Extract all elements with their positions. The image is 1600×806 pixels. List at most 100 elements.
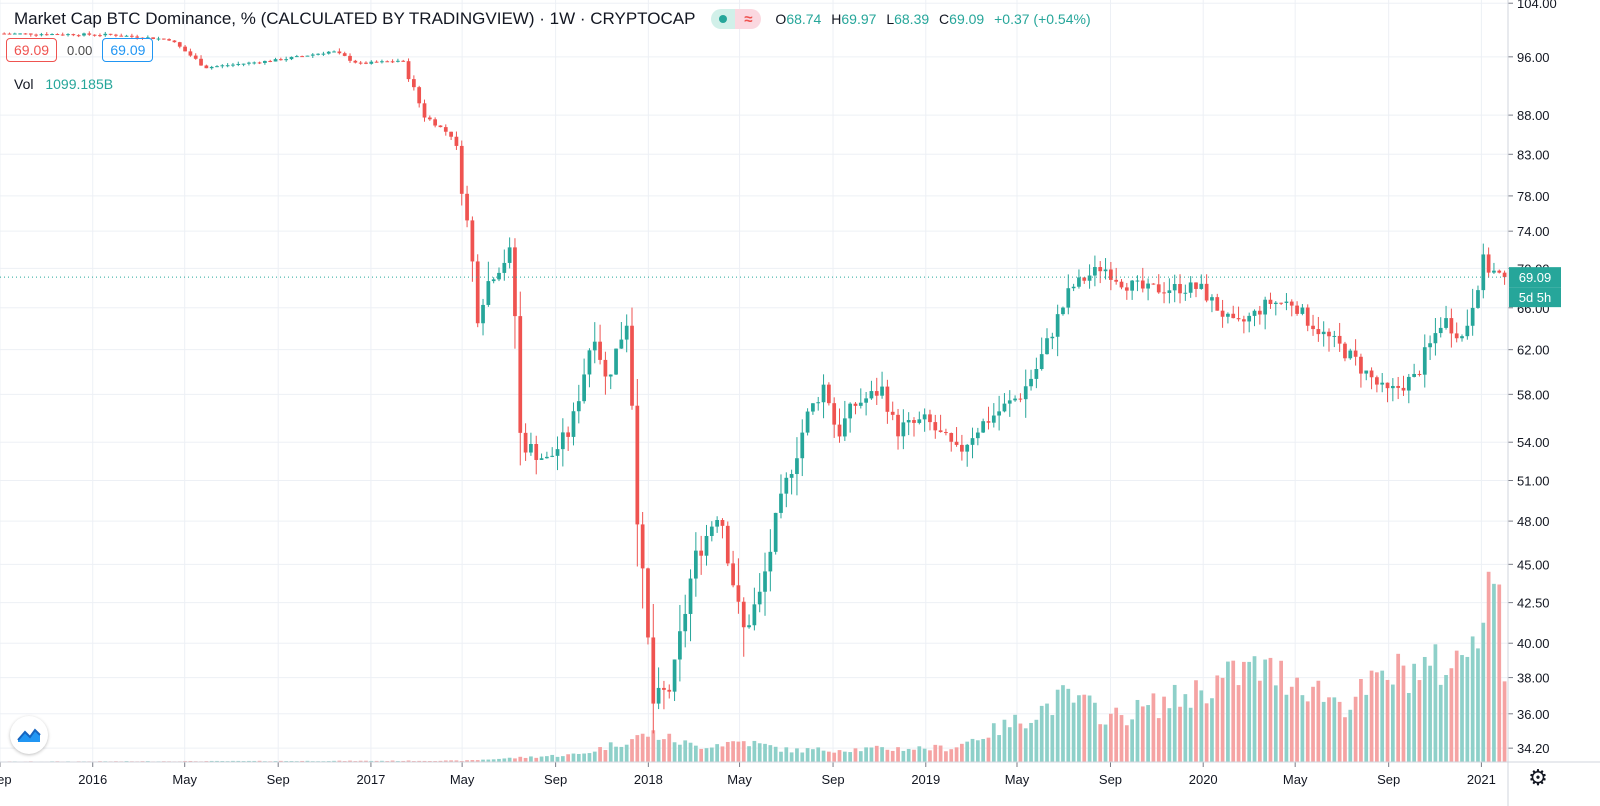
candle-down [1220,310,1225,317]
volume-bar [1183,694,1188,762]
gear-icon[interactable]: ⚙ [1528,765,1548,790]
candle-down [1369,370,1374,378]
symbol-title[interactable]: Market Cap BTC Dominance, % (CALCULATED … [14,9,696,28]
price-tick-label: 96.00 [1517,50,1550,65]
volume-bar [1279,660,1283,762]
volume-bar [1454,650,1459,762]
volume-bar [1438,684,1443,762]
candle-down [667,689,672,692]
volume-bar [842,751,847,762]
candle-down [1449,318,1454,334]
volume-bar [1353,696,1358,762]
volume-bar [1486,571,1491,762]
volume-bar [858,751,863,762]
candle-up [842,418,847,437]
volume-bar [1119,715,1124,762]
candle-up [1406,376,1411,391]
volume-bar [1257,680,1262,762]
volume-bar [1172,684,1177,762]
market-status-pill[interactable]: ≈ [711,9,762,29]
candle-down [1454,333,1459,339]
time-tick-label: 2018 [634,772,663,787]
candle-down [1337,335,1342,344]
candle-up [587,350,592,375]
volume-bar [1417,680,1422,762]
volume-bar [1385,679,1390,762]
candle-up [704,535,709,556]
candle-down [534,444,539,460]
tradingview-logo-icon[interactable] [10,716,48,754]
volume-bar [656,739,661,762]
candle-up [869,391,874,399]
volume-bar [555,756,560,762]
volume-bar [688,742,693,762]
candle-down [513,247,517,317]
candle-down [928,414,932,423]
volume-bar [1263,659,1268,762]
candle-up [715,519,719,527]
candle-up [1465,325,1470,337]
volume-bar [997,735,1001,762]
volume-bar [502,758,507,762]
volume-bar [252,760,257,762]
price-tick-label: 36.00 [1517,707,1550,722]
candle-up [576,401,581,412]
candle-up [901,422,906,437]
candle-up [811,403,815,412]
candle-up [614,348,618,375]
candle-down [986,421,991,423]
volume-bar [1422,656,1427,762]
candle-down [1327,331,1331,337]
volume-bar [672,742,677,762]
volume-bar [917,746,922,762]
candle-down [44,34,49,36]
volume-bar [1412,663,1416,762]
candle-up [789,474,794,478]
candle-down [1018,398,1023,400]
candle-down [651,637,656,704]
candle-up [922,414,927,420]
volume-bar [890,750,895,762]
candle-up [672,659,677,692]
buy-price-button[interactable]: 69.09 [102,38,154,62]
volume-bar [848,752,853,762]
time-tick-label: Sep [267,772,290,787]
volume-bar [247,760,251,762]
volume-bar [725,741,730,762]
volume-bar [1375,672,1379,762]
candle-up [1300,307,1305,314]
candle-down [108,33,113,35]
volume-bar [1247,661,1252,762]
candle-down [874,391,879,396]
candle-up [502,262,507,273]
candle-down [725,525,730,564]
candle-up [529,444,533,453]
candle-up [18,33,23,35]
candle-down [257,62,262,64]
time-tick-label: May [172,772,197,787]
candle-up [709,526,714,536]
candle-up [1103,269,1108,272]
sell-price-button[interactable]: 69.09 [6,38,58,62]
candle-up [369,61,374,64]
candle-up [145,37,150,39]
candle-down [353,60,358,63]
volume-bar [1364,694,1369,762]
volume-bar [1284,694,1289,762]
volume-bar [795,748,799,762]
candle-down [193,55,198,59]
candlesticks[interactable] [2,31,1507,734]
candle-up [247,62,251,64]
volume-bar [646,736,650,762]
volume-bar [869,747,874,762]
volume-bar [1034,719,1039,762]
candle-down [646,568,650,638]
volume-bar [1130,719,1135,762]
candle-up [124,35,129,37]
volume-bar [231,760,235,762]
time-tick-label: Sep [821,772,844,787]
candle-down [1401,387,1406,391]
volume-bar [747,746,751,762]
volume-bar [811,749,815,762]
